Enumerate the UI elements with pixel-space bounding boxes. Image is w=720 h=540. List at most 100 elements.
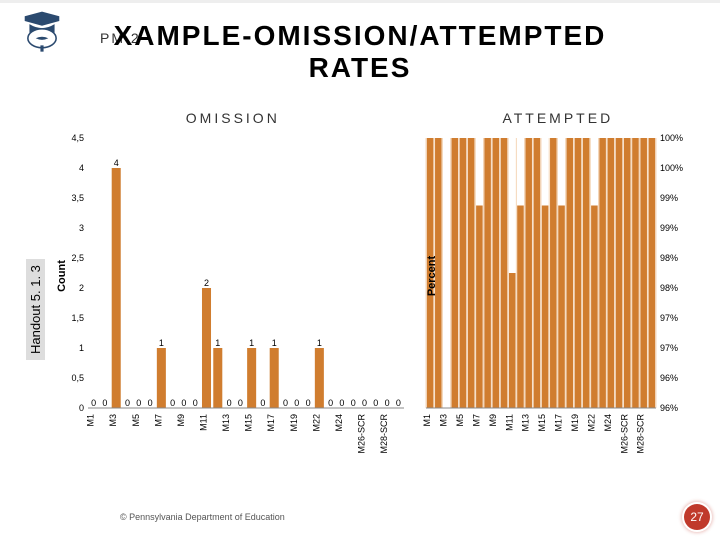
- omission-xlabel: M28-SCR: [379, 414, 389, 454]
- attempted-bar: [509, 273, 516, 408]
- attempted-ytick: 97%: [660, 313, 678, 323]
- omission-bar-label: 0: [396, 398, 401, 408]
- header-line: [0, 0, 720, 3]
- omission-ytick: 1: [79, 343, 84, 353]
- omission-bar: [270, 348, 279, 408]
- omission-bar-label: 0: [385, 398, 390, 408]
- attempted-bar: [607, 138, 614, 408]
- omission-ytick: 0: [79, 403, 84, 413]
- copyright: © Pennsylvania Department of Education: [120, 512, 285, 522]
- omission-bar-label: 0: [148, 398, 153, 408]
- omission-xlabel: M13: [221, 414, 231, 432]
- omission-xlabel: M5: [131, 414, 141, 427]
- omission-bar-label: 0: [136, 398, 141, 408]
- omission-ylabel: Count: [56, 260, 68, 292]
- attempted-bar: [476, 206, 483, 409]
- attempted-bar: [468, 138, 475, 408]
- omission-xlabel: M9: [176, 414, 186, 427]
- omission-bar-label: 0: [125, 398, 130, 408]
- omission-bar-label: 0: [102, 398, 107, 408]
- omission-bar-label: 4: [114, 158, 119, 168]
- omission-bar-label: 1: [272, 338, 277, 348]
- attempted-bar: [541, 206, 548, 409]
- omission-xlabel: M3: [108, 414, 118, 427]
- attempted-xlabel: M15: [537, 414, 547, 432]
- attempted-bar: [615, 138, 622, 408]
- omission-ytick: 1,5: [71, 313, 84, 323]
- attempted-chart-col: ATTEMPTED 96%96%97%97%98%98%99%99%100%10…: [416, 110, 700, 490]
- attempted-xlabel: M11: [504, 414, 514, 431]
- omission-ytick: 0,5: [71, 373, 84, 383]
- title-line1: XAMPLE-OMISSION/ATTEMPTED: [114, 20, 607, 51]
- omission-bar-label: 0: [283, 398, 288, 408]
- omission-bar-label: 0: [294, 398, 299, 408]
- omission-xlabel: M15: [244, 414, 254, 432]
- omission-ytick: 4,5: [71, 133, 84, 143]
- omission-bar: [112, 168, 121, 408]
- charts-container: OMISSION 00,511,522,533,544,500400010002…: [20, 110, 700, 490]
- attempted-xlabel: M24: [602, 414, 612, 432]
- omission-bar: [157, 348, 166, 408]
- main-title: XAMPLE-OMISSION/ATTEMPTED RATES: [0, 20, 720, 84]
- attempted-xlabel: M26-SCR: [619, 414, 629, 454]
- attempted-xlabel: M28-SCR: [635, 414, 645, 454]
- attempted-xlabel: M7: [471, 414, 481, 427]
- attempted-bar: [591, 206, 598, 409]
- omission-bar-label: 0: [351, 398, 356, 408]
- omission-bar-label: 0: [238, 398, 243, 408]
- title-line2: RATES: [0, 52, 720, 84]
- omission-bar-label: 0: [373, 398, 378, 408]
- attempted-ytick: 99%: [660, 193, 678, 203]
- omission-xlabel: M11: [199, 414, 209, 431]
- omission-bar-label: 0: [193, 398, 198, 408]
- attempted-bar: [574, 138, 581, 408]
- omission-chart: 00,511,522,533,544,500400010002100101000…: [50, 132, 410, 472]
- omission-xlabel: M24: [334, 414, 344, 432]
- attempted-bar: [550, 138, 557, 408]
- omission-bar-label: 0: [227, 398, 232, 408]
- attempted-bar: [624, 138, 631, 408]
- attempted-chart: 96%96%97%97%98%98%99%99%100%100%M1M3M5M7…: [416, 132, 696, 472]
- slide: PM 2 XAMPLE-OMISSION/ATTEMPTED RATES Han…: [0, 0, 720, 540]
- attempted-bar: [484, 138, 491, 408]
- omission-ytick: 2,5: [71, 253, 84, 263]
- attempted-bar: [599, 138, 606, 408]
- attempted-bar: [632, 138, 639, 408]
- attempted-ytick: 100%: [660, 133, 683, 143]
- attempted-bar: [459, 138, 466, 408]
- attempted-xlabel: M13: [520, 414, 530, 432]
- omission-bar-label: 0: [91, 398, 96, 408]
- attempted-bar: [525, 138, 532, 408]
- omission-ytick: 2: [79, 283, 84, 293]
- omission-bar-label: 0: [362, 398, 367, 408]
- omission-chart-col: OMISSION 00,511,522,533,544,500400010002…: [50, 110, 416, 490]
- omission-bar-label: 0: [260, 398, 265, 408]
- omission-ytick: 3,5: [71, 193, 84, 203]
- omission-bar-label: 0: [339, 398, 344, 408]
- attempted-bar: [648, 138, 655, 408]
- omission-ytick: 4: [79, 163, 84, 173]
- attempted-xlabel: M9: [487, 414, 497, 427]
- omission-bar-label: 0: [306, 398, 311, 408]
- attempted-xlabel: M3: [438, 414, 448, 427]
- attempted-bar: [451, 138, 458, 408]
- attempted-bar: [517, 206, 524, 409]
- attempted-ylabel: Percent: [426, 256, 438, 296]
- page-number-badge: 27: [684, 504, 710, 530]
- attempted-bar: [500, 138, 507, 408]
- omission-bar-label: 0: [170, 398, 175, 408]
- attempted-title: ATTEMPTED: [416, 110, 700, 126]
- omission-bar-label: 1: [159, 338, 164, 348]
- attempted-xlabel: M22: [586, 414, 596, 432]
- attempted-bar: [583, 138, 590, 408]
- omission-bar-label: 2: [204, 278, 209, 288]
- attempted-bar: [492, 138, 499, 408]
- attempted-ytick: 98%: [660, 253, 678, 263]
- attempted-xlabel: M5: [455, 414, 465, 427]
- attempted-ytick: 96%: [660, 403, 678, 413]
- attempted-ytick: 96%: [660, 373, 678, 383]
- omission-xlabel: M7: [153, 414, 163, 427]
- omission-bar: [247, 348, 256, 408]
- omission-title: OMISSION: [50, 110, 416, 126]
- attempted-ytick: 99%: [660, 223, 678, 233]
